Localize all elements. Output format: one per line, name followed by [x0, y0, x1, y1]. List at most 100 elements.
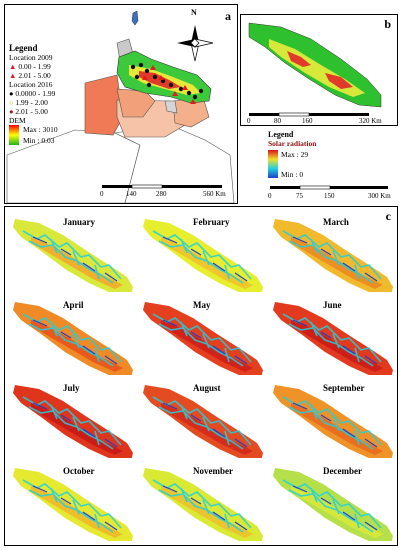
solar-legend-subtitle: Solar radiation — [268, 139, 317, 148]
month-shade-texture — [292, 485, 378, 531]
month-area — [143, 302, 263, 375]
month-hot-zone — [31, 237, 123, 289]
panel-a-map: a N Legend Location 2009 ▲ 0.00 - 1.99 ▲… — [4, 4, 238, 204]
month-hot-zone — [161, 403, 253, 455]
dem-max: Max : 3010 — [23, 125, 58, 134]
panel-a-letter: a — [225, 9, 231, 23]
loc2009-item-2: ▲ 2.01 - 5.00 — [9, 71, 51, 80]
month-terrain-texture — [22, 396, 122, 450]
month-shade-texture — [162, 485, 248, 531]
location-points-2009 — [142, 65, 196, 104]
loc2009-item-1: ▲ 0.00 - 1.99 — [9, 62, 51, 71]
month-terrain-texture — [282, 479, 382, 533]
month-map-september — [273, 385, 393, 458]
month-area — [13, 385, 133, 458]
month-terrain-texture — [152, 313, 252, 367]
month-label-december: December — [323, 466, 362, 476]
region-orange-west — [84, 74, 124, 136]
month-area — [143, 468, 263, 541]
island-shape — [131, 10, 139, 26]
month-map-may — [143, 302, 263, 375]
north-label: N — [191, 8, 197, 17]
month-terrain-texture — [22, 479, 122, 533]
month-label-january: January — [63, 217, 96, 227]
loc2016-item-3: ● 2.01 - 5.00 — [9, 107, 48, 116]
month-map-august — [143, 385, 263, 458]
location-points-2016 — [130, 62, 204, 100]
solar-max: Max : 29 — [281, 150, 309, 159]
scale-bar-solar — [270, 185, 388, 190]
month-label-october: October — [63, 466, 95, 476]
panel-c-monthly-maps: c January February March April May June July Au… — [4, 206, 398, 546]
month-hot-zone — [291, 403, 383, 455]
panel-b-letter: b — [384, 17, 391, 31]
month-map-december — [273, 468, 393, 541]
month-shade-texture — [32, 485, 118, 531]
month-label-september: September — [323, 383, 365, 393]
scale-b-label-2: 160 — [302, 117, 313, 125]
month-terrain-texture — [152, 396, 252, 450]
month-hot-zone — [161, 320, 253, 372]
month-shade-texture — [292, 402, 378, 448]
scale-bar-a — [102, 184, 222, 189]
scale-b-label-1: 80 — [274, 117, 281, 125]
solar-legend: Legend Solar radiation Max : 29 Min : 0 … — [268, 130, 398, 200]
month-terrain-texture — [22, 230, 122, 284]
month-terrain-texture — [22, 313, 122, 367]
scale-a-label-0: 0 — [100, 190, 104, 198]
solar-gradient — [268, 150, 278, 178]
scale-solar-label-0: 0 — [268, 192, 272, 200]
month-hot-zone — [291, 486, 383, 538]
dem-detail-red-2 — [325, 73, 353, 89]
legend-a-title: Legend — [9, 43, 38, 53]
month-shade-texture — [162, 319, 248, 365]
month-label-july: July — [63, 383, 80, 393]
month-map-april — [13, 302, 133, 375]
month-hot-zone — [291, 237, 383, 289]
month-label-november: November — [193, 466, 233, 476]
month-label-february: February — [193, 217, 230, 227]
dem-min: Min : 0.03 — [23, 136, 55, 145]
scale-b-label-3: 320 Km — [359, 117, 382, 125]
month-shade-texture — [162, 236, 248, 282]
scale-solar-label-2: 150 — [324, 192, 335, 200]
loc2009-title: Location 2009 — [9, 53, 53, 62]
month-shade-texture — [292, 236, 378, 282]
month-map-june — [273, 302, 393, 375]
month-label-august: August — [193, 383, 221, 393]
month-area — [273, 302, 393, 375]
month-map-october — [13, 468, 133, 541]
month-shade-texture — [32, 319, 118, 365]
month-grid: January February March April May June July Augu… — [5, 207, 399, 547]
scale-solar-label-3: 300 Km — [368, 192, 391, 200]
loc2016-title: Location 2016 — [9, 80, 53, 89]
month-area — [13, 219, 133, 292]
region-grey-small — [164, 100, 178, 114]
regional-map — [6, 10, 235, 203]
month-terrain-texture — [282, 313, 382, 367]
month-hot-zone — [291, 320, 383, 372]
month-shade-texture — [32, 402, 118, 448]
panel-c-letter: c — [385, 209, 391, 223]
month-label-may: May — [193, 300, 211, 310]
dem-gradient — [9, 125, 19, 145]
month-map-february — [143, 219, 263, 292]
month-terrain-texture — [152, 230, 252, 284]
month-area — [13, 468, 133, 541]
month-area — [273, 385, 393, 458]
panel-b-dem-map: b 0 80 160 320 Km — [240, 14, 398, 126]
month-area — [13, 302, 133, 375]
loc2016-item-2: ○ 1.99 - 2.00 — [9, 98, 48, 107]
dem-title: DEM — [9, 116, 26, 125]
scale-a-label-2: 280 — [156, 190, 167, 198]
month-label-march: March — [323, 217, 349, 227]
month-hot-zone — [161, 237, 253, 289]
month-shade-texture — [162, 402, 248, 448]
month-terrain-texture — [282, 230, 382, 284]
month-hot-zone — [31, 403, 123, 455]
month-area — [143, 219, 263, 292]
scale-a-label-3: 560 Km — [203, 190, 226, 198]
month-map-january — [13, 219, 133, 292]
month-area — [143, 385, 263, 458]
dem-legend: Max : 3010 Min : 0.03 — [9, 125, 109, 145]
